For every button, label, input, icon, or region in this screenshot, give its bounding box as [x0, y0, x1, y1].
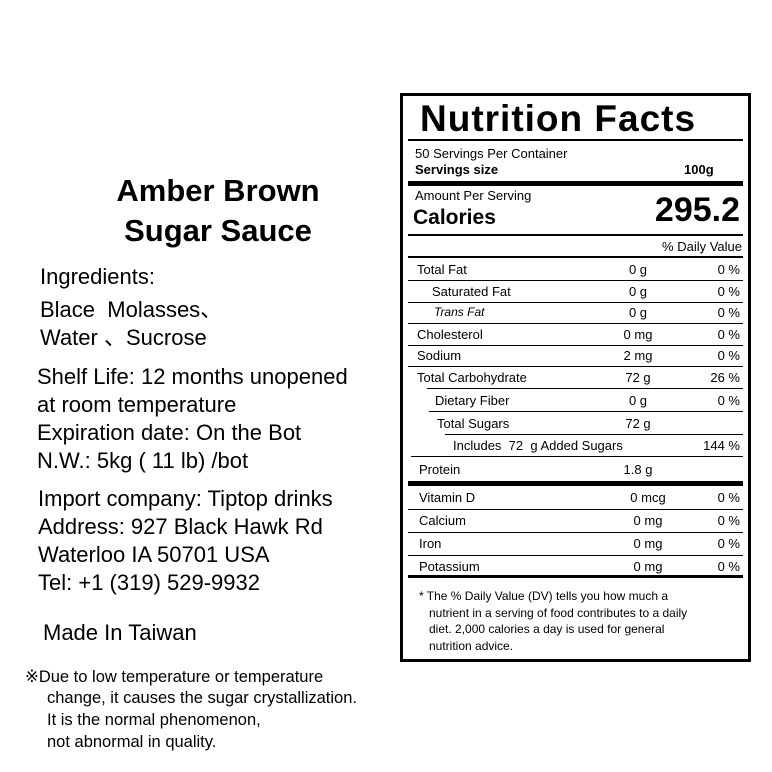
- daily-value-header: % Daily Value: [662, 239, 742, 254]
- nutrient-name: Saturated Fat: [432, 284, 511, 299]
- nutrient-amount: 1.8 g: [623, 462, 653, 477]
- rule: [408, 234, 743, 236]
- detail: Shelf Life: 12 months unopened: [37, 364, 348, 389]
- vitamin-amount: 0 mg: [633, 536, 663, 551]
- vitamin-dv: 0 %: [717, 536, 740, 551]
- calories: 295.2: [654, 191, 740, 229]
- product-title: Sugar Sauce: [124, 213, 312, 248]
- nutrient-name: Protein: [419, 462, 461, 477]
- rule: [408, 345, 743, 346]
- vitamin-dv: 0 %: [717, 559, 740, 574]
- detail: N.W.: 5kg ( 11 lb) /bot: [37, 448, 249, 473]
- rule: [408, 575, 743, 578]
- rule: [445, 434, 743, 435]
- note: ※Due to low temperature or temperature: [25, 668, 324, 686]
- nutrient-amount: 0 g: [628, 305, 648, 320]
- importer: Waterloo IA 50701 USA: [38, 542, 270, 567]
- note: not abnormal in quality.: [47, 733, 217, 751]
- rule: [408, 509, 743, 510]
- rule: [408, 366, 743, 367]
- vitamin-name: Iron: [419, 536, 442, 551]
- importer: Import company: Tiptop drinks: [38, 486, 333, 511]
- amount-per-serving: Amount Per Serving: [415, 188, 532, 203]
- importer: Address: 927 Black Hawk Rd: [38, 514, 323, 539]
- note: change, it causes the sugar crystallizat…: [47, 689, 357, 707]
- serving-size-label: Servings size: [415, 162, 499, 177]
- nutrient-name: Includes 72 g Added Sugars: [453, 438, 623, 453]
- rule: [408, 532, 743, 533]
- nutrient-amount: 2 mg: [623, 348, 653, 363]
- nutrient-name: Total Fat: [417, 262, 467, 277]
- detail: Expiration date: On the Bot: [37, 420, 302, 445]
- rule: [429, 411, 743, 412]
- nutrient-dv: 26 %: [710, 370, 740, 385]
- nutrient-name: Dietary Fiber: [435, 393, 510, 408]
- nutrient-amount: 0 g: [628, 284, 648, 299]
- nutrient-amount: 0 g: [628, 393, 648, 408]
- nutrient-dv: 0 %: [717, 284, 740, 299]
- nutrient-name: Total Sugars: [437, 416, 510, 431]
- rule: [408, 139, 743, 141]
- footnote: nutrition advice.: [429, 638, 514, 653]
- rule: [408, 302, 743, 303]
- footnote: * The % Daily Value (DV) tells you how m…: [419, 589, 668, 603]
- nutrient-dv: 0 %: [717, 327, 740, 342]
- origin: Made In Taiwan: [43, 620, 197, 645]
- rule: [408, 555, 743, 556]
- ingredients: Blace Molasses、: [40, 297, 223, 322]
- nutrient-name: Trans Fat: [434, 305, 485, 319]
- vitamin-name: Calcium: [419, 513, 466, 528]
- note: It is the normal phenomenon,: [47, 711, 261, 729]
- rule: [408, 481, 743, 486]
- nutrient-amount: 0 g: [628, 262, 648, 277]
- vitamin-dv: 0 %: [717, 490, 740, 505]
- detail: at room temperature: [37, 392, 237, 417]
- rule: [411, 456, 743, 457]
- vitamin-name: Potassium: [419, 559, 480, 574]
- nutrient-name: Cholesterol: [417, 327, 483, 342]
- nutrient-amount: 72 g: [625, 370, 651, 385]
- nutrient-dv: 144 %: [703, 438, 740, 453]
- vitamin-amount: 0 mg: [633, 559, 663, 574]
- nutrient-dv: 0 %: [717, 393, 740, 408]
- nutrition-title: Nutrition Facts: [420, 98, 697, 139]
- nutrition-facts: Nutrition Facts 50 Servings Per Container…: [400, 93, 751, 662]
- ingredients: Ingredients:: [40, 264, 155, 289]
- nutrient-dv: 0 %: [717, 348, 740, 363]
- importer: Tel: +1 (319) 529-9932: [38, 570, 260, 595]
- servings-per-container: 50 Servings Per Container: [415, 146, 568, 161]
- vitamin-name: Vitamin D: [419, 490, 476, 505]
- product-title: Amber Brown: [116, 173, 320, 208]
- nutrient-name: Sodium: [417, 348, 462, 363]
- nutrient-dv: 0 %: [717, 262, 740, 277]
- rule: [408, 256, 743, 258]
- rule: [408, 323, 743, 324]
- nutrient-dv: 0 %: [717, 305, 740, 320]
- serving-size: 100g: [684, 162, 714, 177]
- vitamin-dv: 0 %: [717, 513, 740, 528]
- rule: [427, 388, 743, 389]
- vitamin-amount: 0 mg: [633, 513, 663, 528]
- calories-label: Calories: [413, 206, 496, 229]
- nutrient-amount: 0 mg: [623, 327, 653, 342]
- nutrient-amount: 72 g: [625, 416, 651, 431]
- rule: [408, 181, 743, 186]
- rule: [408, 280, 743, 281]
- vitamin-amount: 0 mcg: [630, 490, 666, 505]
- footnote: diet. 2,000 calories a day is used for g…: [429, 622, 665, 636]
- nutrient-name: Total Carbohydrate: [417, 370, 527, 385]
- ingredients: Water 、Sucrose: [40, 325, 207, 350]
- footnote: nutrient in a serving of food contribute…: [429, 605, 688, 620]
